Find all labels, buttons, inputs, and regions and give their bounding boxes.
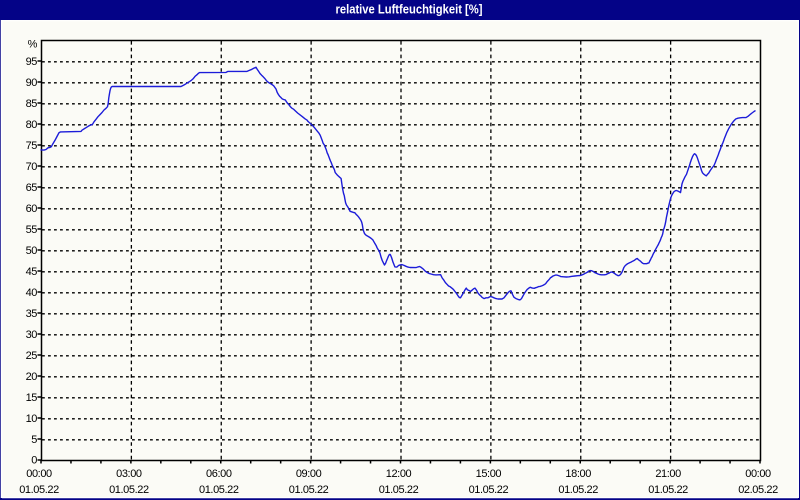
svg-text:01.05.22: 01.05.22 [199,484,239,496]
svg-text:02.05.22: 02.05.22 [738,484,778,496]
svg-text:55: 55 [26,224,38,236]
svg-text:95: 95 [26,56,38,68]
svg-text:90: 90 [26,77,38,89]
svg-text:06:00: 06:00 [206,468,232,480]
svg-text:50: 50 [26,245,38,257]
svg-text:18:00: 18:00 [565,468,591,480]
svg-text:70: 70 [26,161,38,173]
svg-text:45: 45 [26,266,38,278]
svg-text:09:00: 09:00 [296,468,322,480]
svg-text:15: 15 [26,392,38,404]
svg-text:01.05.22: 01.05.22 [379,484,419,496]
svg-text:01.05.22: 01.05.22 [558,484,598,496]
svg-text:15:00: 15:00 [476,468,502,480]
svg-text:01.05.22: 01.05.22 [469,484,509,496]
svg-text:30: 30 [26,329,38,341]
svg-text:20: 20 [26,371,38,383]
svg-text:01.05.22: 01.05.22 [19,484,59,496]
svg-text:relative Luftfeuchtigkeit [%]: relative Luftfeuchtigkeit [%] [336,3,483,17]
svg-text:00:00: 00:00 [26,468,52,480]
svg-text:01.05.22: 01.05.22 [648,484,688,496]
svg-text:%: % [28,39,38,51]
svg-text:65: 65 [26,182,38,194]
svg-text:75: 75 [26,140,38,152]
svg-text:21:00: 21:00 [655,468,681,480]
svg-text:40: 40 [26,287,38,299]
svg-text:25: 25 [26,350,38,362]
svg-text:10: 10 [26,413,38,425]
svg-text:01.05.22: 01.05.22 [109,484,149,496]
svg-text:01.05.22: 01.05.22 [289,484,329,496]
svg-text:03:00: 03:00 [116,468,142,480]
svg-text:0: 0 [31,455,37,467]
svg-text:85: 85 [26,98,38,110]
svg-text:12:00: 12:00 [386,468,412,480]
svg-text:35: 35 [26,308,38,320]
svg-text:5: 5 [31,434,37,446]
svg-text:60: 60 [26,203,38,215]
svg-text:80: 80 [26,119,38,131]
svg-text:00:00: 00:00 [745,468,771,480]
